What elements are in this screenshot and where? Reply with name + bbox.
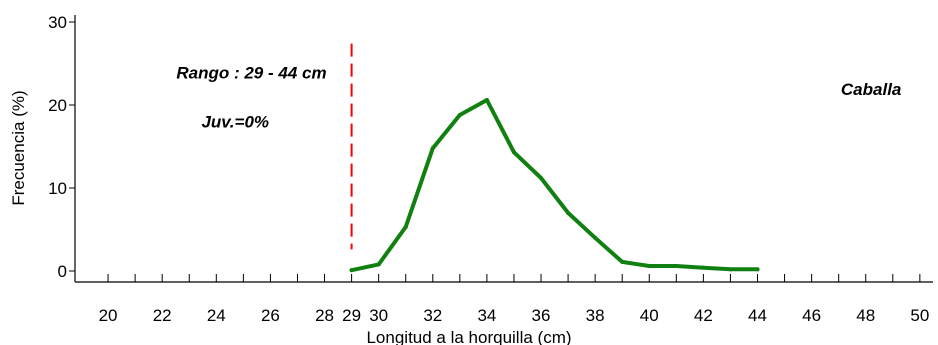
x-tick-label-20: 20 (99, 306, 118, 325)
series-point-31 (403, 225, 408, 230)
x-tick-label-34: 34 (477, 306, 496, 325)
series-point-35 (511, 150, 516, 155)
x-axis-ticks: 20 22 24 26 28 29 30 32 34 36 38 40 42 44 46 48 50 (99, 274, 929, 325)
series-point-41 (674, 264, 679, 269)
series-point-36 (539, 176, 544, 181)
x-tick-label-22: 22 (153, 306, 172, 325)
x-tick-label-30: 30 (369, 306, 388, 325)
x-tick-label-44: 44 (748, 306, 767, 325)
x-tick-label-28: 28 (315, 306, 334, 325)
x-tick-label-48: 48 (856, 306, 875, 325)
series-group (349, 98, 760, 273)
y-axis-label: Frecuencia (%) (9, 90, 28, 205)
x-tick-label-32: 32 (423, 306, 442, 325)
series-point-43 (728, 267, 733, 272)
x-tick-label-29: 29 (342, 306, 361, 325)
y-axis-ticks: 0 10 20 30 (48, 13, 75, 281)
series-point-37 (566, 210, 571, 215)
y-tick-label-10: 10 (48, 179, 67, 198)
y-tick-label-0: 0 (58, 262, 67, 281)
series-point-39 (620, 259, 625, 264)
series-point-40 (647, 264, 652, 269)
series-line-0 (349, 98, 760, 273)
y-tick-label-20: 20 (48, 96, 67, 115)
annotation-species: Caballa (841, 80, 901, 99)
annotation-rango: Rango : 29 - 44 cm (176, 63, 326, 82)
x-tick-label-42: 42 (694, 306, 713, 325)
x-tick-label-38: 38 (586, 306, 605, 325)
series-point-44 (755, 267, 760, 272)
annotation-juv: Juv.=0% (201, 112, 269, 131)
series-point-32 (430, 146, 435, 151)
series-point-33 (457, 112, 462, 117)
x-axis-label: Longitud a la horquilla (cm) (366, 328, 571, 345)
series-point-30 (376, 262, 381, 267)
x-tick-label-26: 26 (261, 306, 280, 325)
x-tick-label-24: 24 (207, 306, 226, 325)
x-tick-label-36: 36 (532, 306, 551, 325)
x-tick-label-40: 40 (640, 306, 659, 325)
series-point-34 (484, 98, 489, 103)
plot-frame (74, 15, 933, 283)
x-tick-label-50: 50 (910, 306, 929, 325)
series-point-38 (593, 235, 598, 240)
series-point-42 (701, 265, 706, 270)
annotations: Rango : 29 - 44 cm Juv.=0% Caballa (176, 63, 901, 131)
y-tick-label-30: 30 (48, 13, 67, 32)
x-tick-label-46: 46 (802, 306, 821, 325)
series-point-29 (349, 268, 354, 273)
